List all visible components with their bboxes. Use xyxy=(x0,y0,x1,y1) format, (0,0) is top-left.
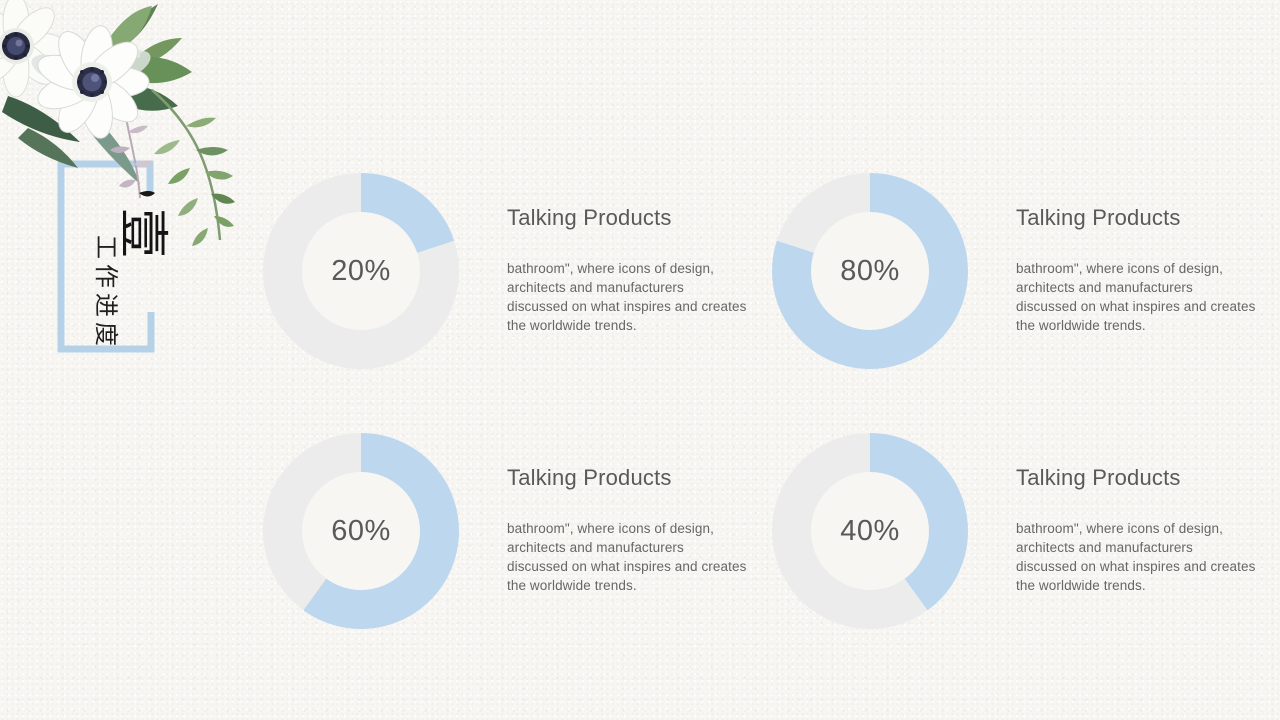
item-title: Talking Products xyxy=(507,465,672,490)
donut-chart-60: 60% xyxy=(263,433,459,629)
title-frame-border xyxy=(57,160,155,353)
section-number: 壹 xyxy=(114,208,172,258)
donut-chart-40: 40% xyxy=(772,433,968,629)
anemone-flower-1 xyxy=(0,0,68,98)
donut-hole: 60% xyxy=(302,472,420,590)
donut-hole: 40% xyxy=(811,472,929,590)
item-text-block: Talking Products bathroom", where icons … xyxy=(1016,433,1256,629)
progress-item-1: 20% Talking Products bathroom", where ic… xyxy=(263,173,747,369)
donut-hole: 80% xyxy=(811,212,929,330)
item-body: bathroom", where icons of design, archit… xyxy=(507,521,747,593)
donut-hole: 20% xyxy=(302,212,420,330)
section-subtitle: 工作进度 xyxy=(92,235,120,351)
item-title: Talking Products xyxy=(1016,205,1181,230)
donut-chart-20: 20% xyxy=(263,173,459,369)
item-body: bathroom", where icons of design, archit… xyxy=(1016,521,1256,593)
item-text-block: Talking Products bathroom", where icons … xyxy=(507,173,747,369)
donut-chart-80: 80% xyxy=(772,173,968,369)
donut-percent-label: 60% xyxy=(331,514,391,547)
item-title: Talking Products xyxy=(1016,465,1181,490)
progress-item-3: 60% Talking Products bathroom", where ic… xyxy=(263,433,747,629)
donut-percent-label: 40% xyxy=(840,514,900,547)
progress-item-2: 80% Talking Products bathroom", where ic… xyxy=(772,173,1256,369)
item-text-block: Talking Products bathroom", where icons … xyxy=(1016,173,1256,369)
donut-percent-label: 20% xyxy=(331,254,391,287)
item-title: Talking Products xyxy=(507,205,672,230)
item-body: bathroom", where icons of design, archit… xyxy=(1016,261,1256,333)
frame-path xyxy=(57,160,155,353)
item-text-block: Talking Products bathroom", where icons … xyxy=(507,433,747,629)
item-body: bathroom", where icons of design, archit… xyxy=(507,261,747,333)
anemone-flower-2 xyxy=(31,25,151,139)
donut-percent-label: 80% xyxy=(840,254,900,287)
progress-item-4: 40% Talking Products bathroom", where ic… xyxy=(772,433,1256,629)
